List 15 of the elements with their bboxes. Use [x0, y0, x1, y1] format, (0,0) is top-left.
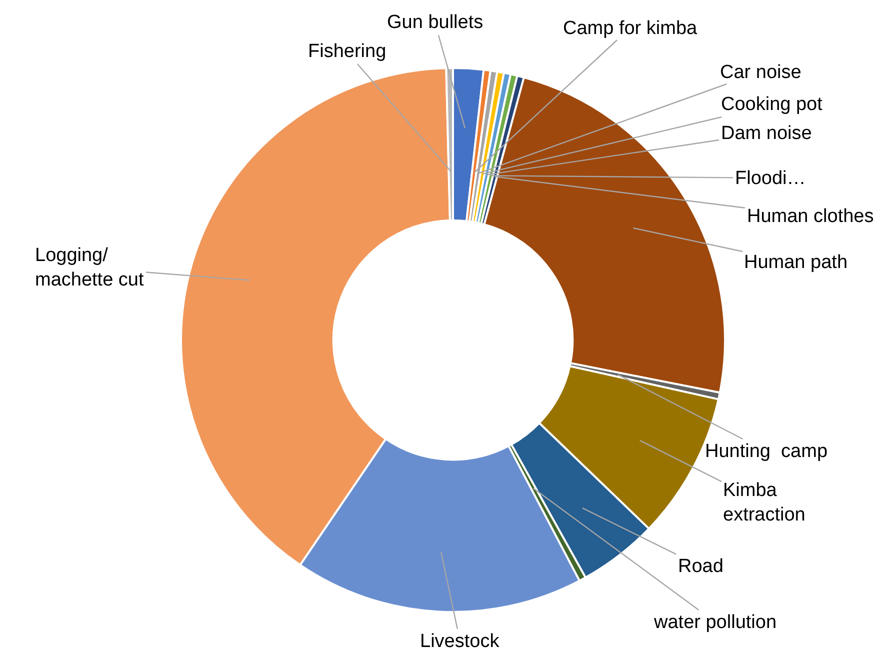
- slice-label: Car noise: [720, 62, 802, 83]
- slice-label: Dam noise: [721, 123, 812, 144]
- slice-label: Floodi…: [735, 168, 806, 189]
- slice-label: Fishering: [308, 41, 386, 62]
- slice-label: Livestock: [420, 631, 500, 652]
- slice-label: Kimba extraction: [723, 480, 806, 526]
- slice-label: Human path: [744, 252, 848, 273]
- slice-label: Camp for kimba: [563, 18, 698, 39]
- slice-label: Hunting camp: [705, 441, 828, 462]
- slice-label: Road: [678, 556, 724, 577]
- slice-label: Cooking pot: [721, 94, 824, 115]
- slice-label: Human clothes: [747, 206, 874, 227]
- slice-label: water pollution: [653, 612, 777, 633]
- slice-label: Gun bullets: [387, 12, 484, 33]
- slice-label: Logging/ machette cut: [35, 245, 144, 291]
